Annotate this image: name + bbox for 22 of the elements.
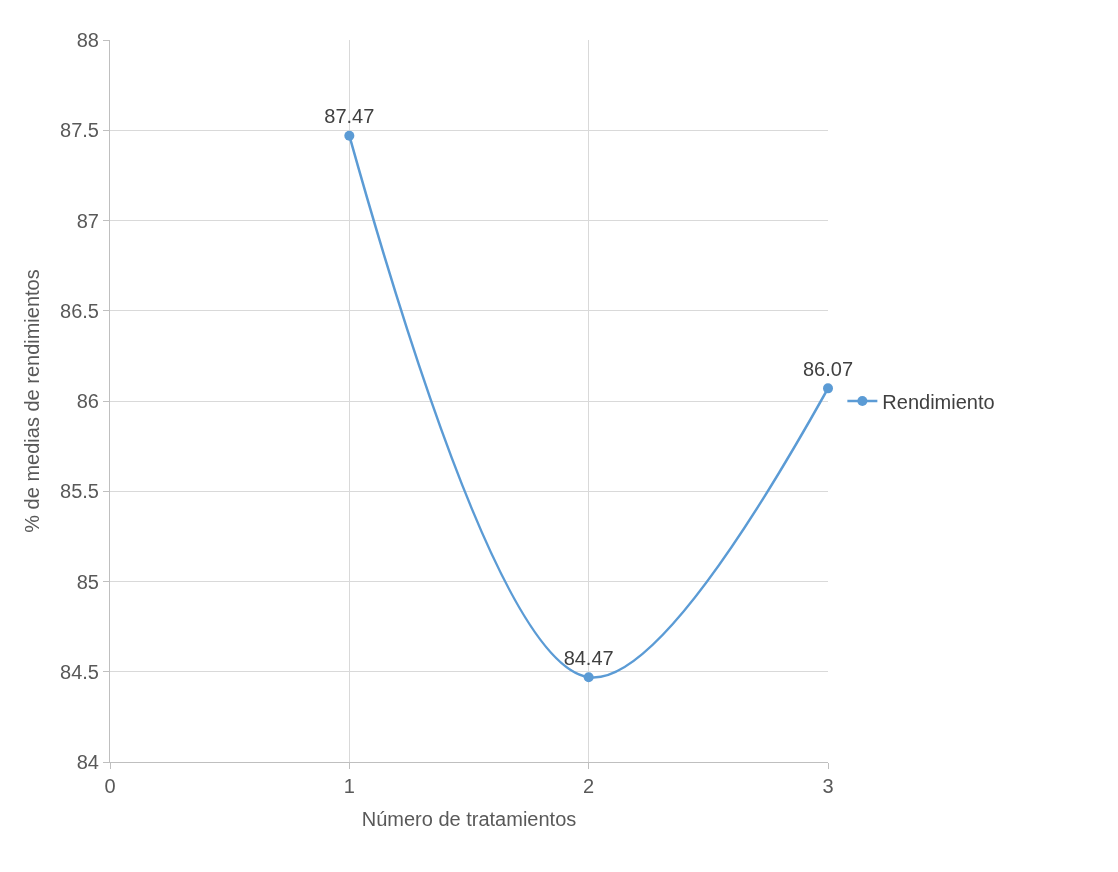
y-axis-title: % de medias de rendimientos — [20, 269, 43, 533]
y-tick-label: 87.5 — [60, 119, 99, 142]
x-tick-label: 1 — [343, 775, 355, 797]
data-label: 87.47 — [324, 105, 375, 128]
y-tick-label: 86.5 — [60, 299, 99, 322]
x-tick-label: 3 — [822, 775, 834, 797]
x-axis-title: Número de tratamientos — [361, 807, 577, 830]
x-tick-label: 2 — [583, 775, 595, 797]
y-tick-label: 84.5 — [60, 660, 99, 683]
y-tick-label: 86 — [76, 390, 99, 412]
point — [583, 672, 594, 683]
point — [344, 130, 355, 141]
y-tick-label: 85 — [76, 570, 99, 593]
data-label: 86.07 — [802, 358, 854, 381]
x-tick-label: 0 — [104, 775, 116, 797]
y-tick-label: 85.5 — [60, 480, 99, 503]
y-tick-label: 84 — [76, 751, 99, 773]
data-label: 84.47 — [563, 646, 614, 669]
y-tick-label: 87 — [76, 209, 99, 232]
legend-label: Rendimiento — [882, 390, 995, 413]
y-tick-label: 88 — [76, 29, 99, 51]
point — [823, 383, 833, 394]
